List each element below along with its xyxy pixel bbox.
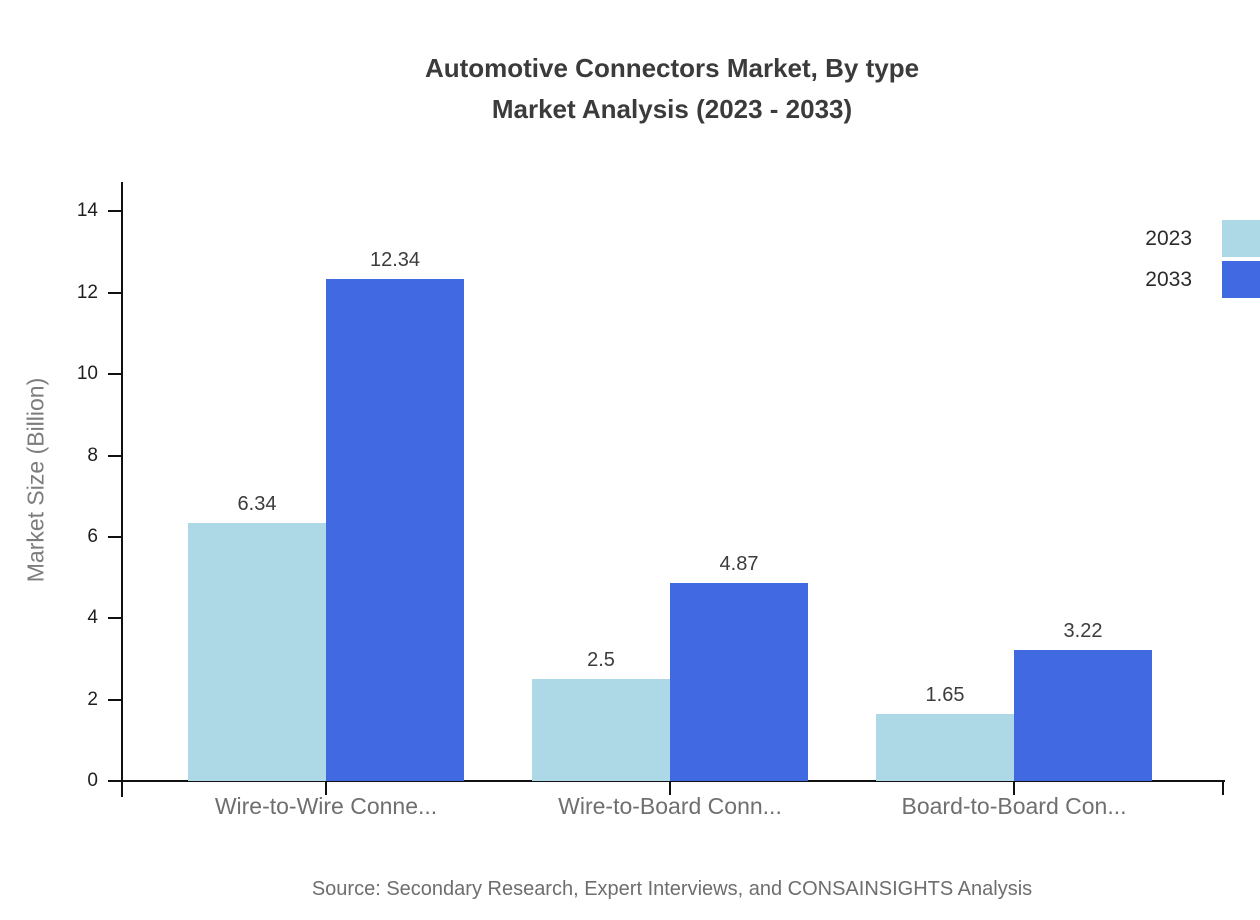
x-axis-line bbox=[108, 780, 1225, 782]
y-tick-label: 8 bbox=[87, 444, 98, 466]
legend: 2023 2033 bbox=[1145, 218, 1260, 300]
y-tick bbox=[108, 291, 121, 294]
chart-title-line1: Automotive Connectors Market, By type bbox=[424, 53, 920, 83]
bar-value-label: 4.87 bbox=[719, 552, 759, 575]
source-note: Source: Secondary Research, Expert Inter… bbox=[311, 878, 1033, 900]
y-axis-title: Market Size (Billion) bbox=[22, 377, 49, 583]
legend-item: 2023 bbox=[1145, 218, 1260, 259]
bar-value-label: 6.34 bbox=[237, 493, 277, 516]
y-tick bbox=[108, 698, 121, 701]
bar-2023 bbox=[532, 679, 670, 781]
y-tick-label: 14 bbox=[76, 200, 98, 222]
y-tick-label: 12 bbox=[76, 281, 98, 303]
legend-swatch bbox=[1222, 261, 1260, 298]
bar-value-label: 3.22 bbox=[1063, 620, 1103, 642]
legend-label: 2033 bbox=[1145, 267, 1192, 291]
y-tick bbox=[108, 535, 121, 538]
y-tick bbox=[108, 454, 121, 457]
bar-2033 bbox=[326, 279, 464, 781]
legend-swatch bbox=[1222, 220, 1260, 257]
bar-value-label: 12.34 bbox=[369, 249, 421, 271]
y-tick-label: 2 bbox=[87, 688, 98, 710]
category-label: Wire-to-Board Conn... bbox=[558, 793, 782, 819]
bar-2023 bbox=[876, 713, 1014, 781]
y-tick-label: 10 bbox=[76, 363, 98, 385]
legend-label: 2023 bbox=[1145, 226, 1192, 250]
bar-2023 bbox=[188, 523, 326, 781]
x-axis-end-tick bbox=[1222, 781, 1224, 795]
y-axis-line bbox=[121, 182, 123, 797]
y-tick-label: 6 bbox=[87, 525, 98, 547]
y-tick-label: 0 bbox=[87, 770, 98, 791]
y-tick bbox=[108, 373, 121, 376]
chart-title-line2: Market Analysis (2023 - 2033) bbox=[491, 94, 853, 124]
y-tick bbox=[108, 780, 121, 782]
x-tick bbox=[669, 781, 671, 795]
bar-value-label: 1.65 bbox=[925, 683, 965, 706]
bar-2033 bbox=[1014, 650, 1152, 781]
bar-value-label: 2.5 bbox=[587, 649, 615, 672]
y-tick bbox=[108, 617, 121, 620]
category-label: Board-to-Board Con... bbox=[901, 793, 1127, 819]
y-tick bbox=[108, 210, 121, 213]
bar-2033 bbox=[670, 582, 808, 781]
x-tick bbox=[325, 781, 327, 795]
category-label: Wire-to-Wire Conne... bbox=[214, 793, 438, 819]
x-tick bbox=[1013, 781, 1015, 795]
legend-item: 2033 bbox=[1145, 259, 1260, 300]
chart-title: Automotive Connectors Market, By type Ma… bbox=[84, 48, 1260, 130]
y-tick-label: 4 bbox=[87, 607, 98, 629]
